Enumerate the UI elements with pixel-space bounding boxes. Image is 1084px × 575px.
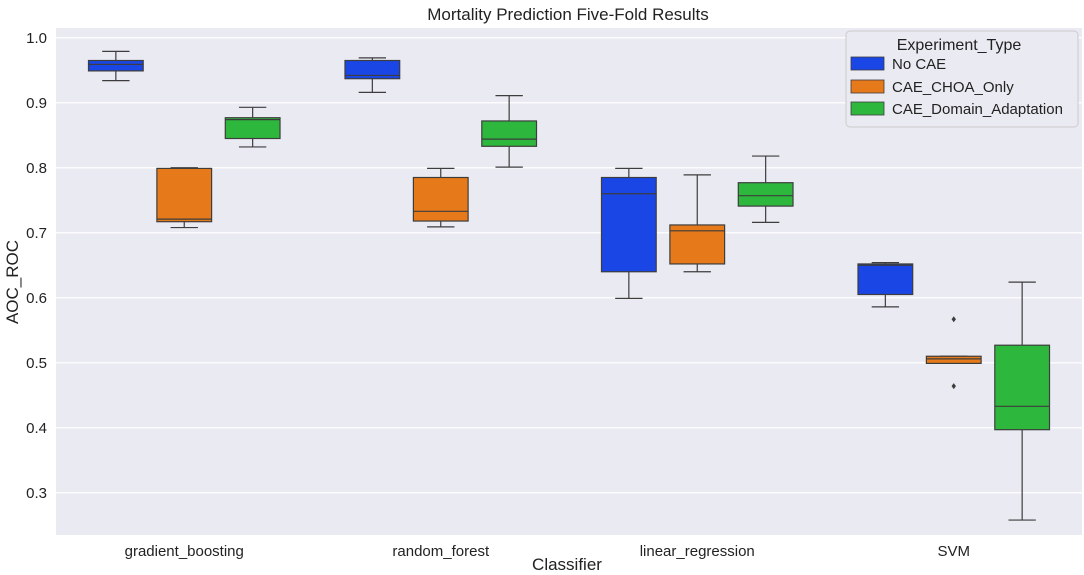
chart-title: Mortality Prediction Five-Fold Results [427, 5, 709, 24]
iqr-box [344, 59, 401, 80]
outlier-point [951, 316, 956, 323]
x-tick-label-random-forest: random_forest [392, 543, 490, 560]
iqr-box [669, 224, 726, 265]
legend-label-cae-domain-adaptation: CAE_Domain_Adaptation [892, 101, 1063, 118]
iqr-box [87, 59, 144, 72]
x-tick-label-svm: SVM [937, 543, 970, 560]
box-cae-domain-adaptation-gradient-boosting [224, 106, 281, 148]
iqr-box [224, 117, 281, 140]
box-no-cae-gradient-boosting [87, 50, 144, 82]
y-tick-label-0-3: 0.3 [26, 485, 47, 502]
box-cae-choa-only-random-forest [412, 167, 469, 228]
legend: Experiment_Type No CAE CAE_CHOA_Only CAE… [845, 30, 1079, 128]
legend-frame [845, 30, 1079, 128]
y-tick-label-0-8: 0.8 [26, 160, 47, 177]
iqr-box [412, 176, 469, 222]
box-layer [87, 50, 1051, 521]
legend-swatch-cae-domain-adaptation [850, 101, 885, 116]
box-no-cae-random-forest [344, 57, 401, 93]
iqr-box [156, 167, 213, 223]
x-axis-title: Classifier [532, 555, 602, 574]
iqr-box [857, 263, 914, 296]
legend-label-cae-choa-only: CAE_CHOA_Only [892, 79, 1014, 96]
iqr-box [994, 344, 1051, 431]
box-cae-choa-only-svm [925, 316, 982, 390]
box-no-cae-linear-regression [600, 167, 657, 299]
x-axis-ticks: gradient_boosting random_forest linear_reg… [125, 543, 970, 560]
legend-title: Experiment_Type [897, 37, 1022, 54]
legend-swatch-cae-choa-only [850, 79, 885, 94]
box-cae-choa-only-linear-regression [669, 174, 726, 273]
legend-swatch-no-cae [850, 56, 885, 71]
iqr-box [481, 120, 538, 147]
iqr-box [737, 182, 794, 207]
box-cae-domain-adaptation-random-forest [481, 94, 538, 168]
y-tick-label-0-7: 0.7 [26, 225, 47, 242]
outlier-point [951, 383, 956, 390]
box-cae-domain-adaptation-svm [994, 281, 1051, 521]
y-tick-label-0-9: 0.9 [26, 95, 47, 112]
x-tick-label-linear-regression: linear_regression [640, 543, 755, 560]
y-tick-label-0-6: 0.6 [26, 290, 47, 307]
box-no-cae-svm [857, 262, 914, 308]
legend-label-no-cae: No CAE [892, 56, 946, 73]
y-tick-label-0-5: 0.5 [26, 355, 47, 372]
box-cae-choa-only-gradient-boosting [156, 167, 213, 229]
box-cae-domain-adaptation-linear-regression [737, 155, 794, 223]
y-axis-ticks: 0.3 0.4 0.5 0.6 0.7 0.8 0.9 1.0 [26, 30, 47, 502]
iqr-box [925, 355, 982, 365]
iqr-box [600, 176, 657, 273]
y-tick-label-1-0: 1.0 [26, 30, 47, 47]
x-tick-label-gradient-boosting: gradient_boosting [125, 543, 244, 560]
y-axis-title: AOC_ROC [3, 240, 22, 324]
y-tick-label-0-4: 0.4 [26, 420, 47, 437]
